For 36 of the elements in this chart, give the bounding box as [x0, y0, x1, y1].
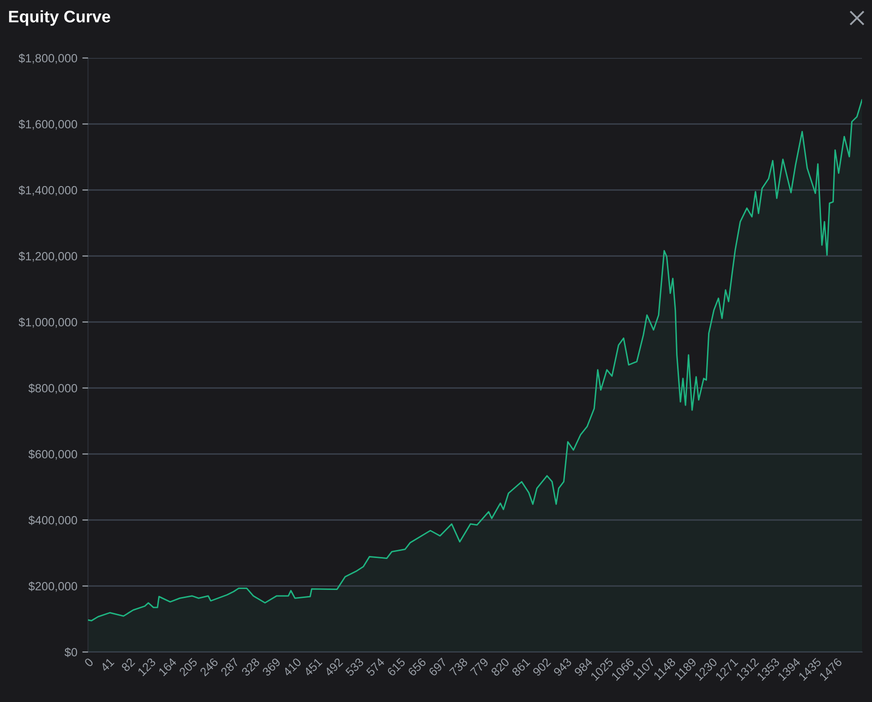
- x-tick-label: 779: [470, 657, 489, 676]
- y-tick-label: $800,000: [28, 384, 78, 394]
- y-tick-label: $600,000: [28, 450, 78, 460]
- x-tick-label: 615: [386, 657, 406, 676]
- x-tick-label: 533: [344, 657, 364, 677]
- x-tick-label: 246: [199, 657, 219, 676]
- x-tick-label: 697: [428, 658, 448, 676]
- x-tick-label: 82: [120, 658, 136, 672]
- y-tick-label: $1,200,000: [18, 252, 78, 262]
- y-tick-label: $1,800,000: [18, 54, 78, 64]
- y-tick-label: $400,000: [28, 516, 78, 526]
- y-tick-label: $0: [64, 648, 78, 658]
- x-tick-label: 123: [137, 657, 156, 676]
- x-tick-label: 0: [84, 657, 94, 668]
- x-tick-label: 943: [552, 657, 572, 677]
- x-tick-label: 287: [220, 658, 240, 676]
- x-tick-label: 738: [449, 657, 468, 676]
- x-tick-label: 369: [262, 657, 281, 677]
- x-tick-label: 205: [178, 657, 198, 676]
- x-tick-label: 328: [240, 657, 260, 677]
- x-tick-label: 574: [366, 657, 386, 677]
- x-tick-label: 984: [574, 657, 593, 677]
- y-tick-label: $200,000: [28, 582, 78, 592]
- x-tick-label: 861: [511, 657, 530, 677]
- y-tick-label: $1,400,000: [18, 186, 78, 196]
- y-tick-label: $1,600,000: [18, 120, 78, 130]
- x-tick-label: 902: [532, 658, 552, 677]
- chart-title: Equity Curve: [9, 10, 110, 26]
- x-tick-label: 820: [490, 657, 510, 677]
- x-tick-label: 164: [158, 657, 178, 676]
- x-tick-label: 41: [100, 658, 114, 672]
- y-tick-label: $1,000,000: [18, 318, 78, 328]
- x-tick-label: 451: [303, 658, 322, 677]
- x-tick-label: 656: [407, 657, 426, 676]
- x-tick-label: 492: [324, 658, 344, 677]
- x-tick-label: 410: [282, 657, 302, 677]
